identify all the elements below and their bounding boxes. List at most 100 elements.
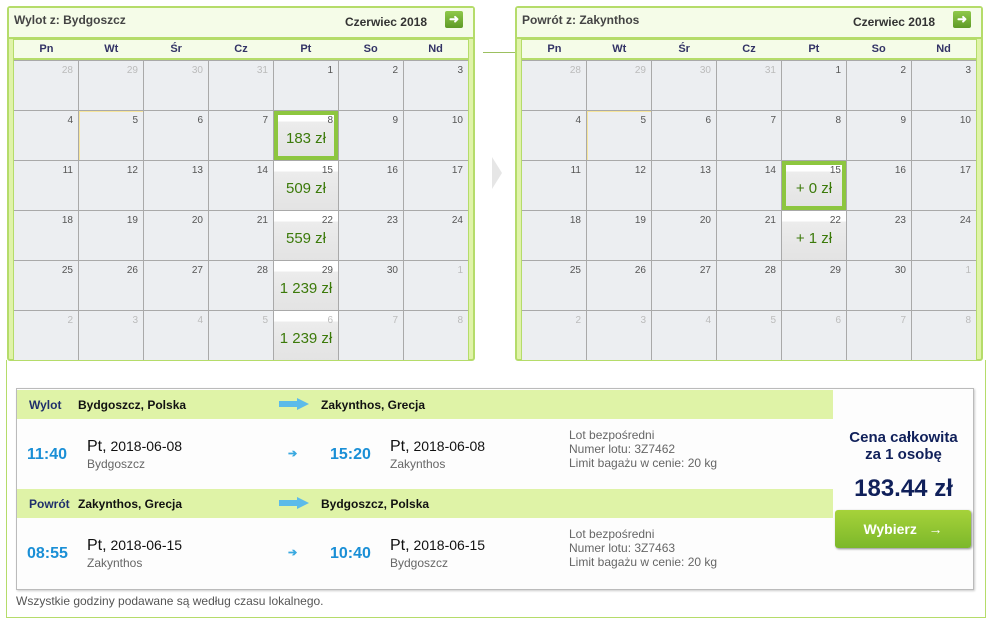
day-number: 5 [770,315,776,326]
day-number: 23 [894,215,906,226]
day-number: 24 [451,215,463,226]
calendar-day: 4 [652,311,716,360]
day-number: 1 [327,65,333,76]
next-month-arrow-icon[interactable]: ➜ [953,11,971,28]
day-number: 27 [699,265,711,276]
calendar-day: 18 [522,211,586,260]
day-price: 509 zł [285,180,327,197]
weekday-header: Pt [300,43,312,55]
weekday-header: Cz [742,43,756,55]
route-from: Zakynthos, Grecja [78,497,183,511]
route-arrow-icon [279,398,309,410]
day-price: 559 zł [285,230,327,247]
day-number: 1 [965,265,971,276]
calendar-day[interactable]: 8 183 zł [274,111,338,160]
day-number: 1 [457,265,463,276]
calendar-title: Powrót z: Zakynthos [522,13,640,27]
departure-time: 11:40 [27,446,68,463]
arrival-date: Pt, 2018-06-15 [390,537,486,554]
day-number: 6 [705,115,711,126]
day-number: 29 [126,65,138,76]
triangle-arrow-icon [492,157,502,189]
day-number: 6 [327,315,333,326]
weekday-header: Wt [104,43,119,55]
route-to: Zakynthos, Grecja [321,398,426,412]
flight-direction-label: Powrót [29,497,70,511]
calendar-day: 3 [912,61,976,110]
calendar-day: 7 [339,311,403,360]
results-frame [6,360,986,618]
arrival-date: Pt, 2018-06-08 [390,438,486,455]
day-number: 5 [640,115,646,126]
day-number: 30 [386,265,398,276]
flight-summary: Wylot Bydgoszcz, Polska Zakynthos, Grecj… [16,388,974,590]
calendar-day[interactable]: 22 + 1 zł [782,211,846,260]
calendar-day: 26 [587,261,651,310]
day-number: 30 [894,265,906,276]
calendar-day: 24 [912,211,976,260]
calendar-day[interactable]: 6 1 239 zł [274,311,338,360]
calendar-day[interactable]: 15 509 zł [274,161,338,210]
day-number: 14 [256,165,268,176]
route-from: Bydgoszcz, Polska [78,398,187,412]
calendar-day: 30 [847,261,911,310]
calendar-day: 14 [717,161,781,210]
day-number: 7 [900,315,906,326]
weekday-header: So [871,43,886,55]
day-number: 20 [699,215,711,226]
calendar-day[interactable]: 15 + 0 zł [782,161,846,210]
day-number: 15 [829,165,841,176]
calendar-day: 1 [782,61,846,110]
calendar-day: 6 [782,311,846,360]
day-number: 30 [191,65,203,76]
day-number: 2 [900,65,906,76]
day-number: 9 [392,115,398,126]
weekday-header: Śr [170,43,182,55]
flight-type: Lot bezpośredni [569,428,655,442]
calendar-day: 27 [652,261,716,310]
calendar-day: 29 [587,61,651,110]
day-number: 14 [764,165,776,176]
day-number: 31 [256,65,268,76]
day-number: 12 [126,165,138,176]
arrow-right-icon: ➔ [288,547,298,559]
flight-info: Lot bezpośredni Numer lotu: 3Z7463 Limit… [569,527,717,569]
departure-date: Pt, 2018-06-15 [87,537,183,554]
day-number: 6 [835,315,841,326]
arrival-time: 10:40 [330,545,371,562]
calendar-day: 28 [209,261,273,310]
select-button-label: Wybierz [863,521,917,537]
calendar-day: 28 [522,61,586,110]
day-number: 3 [965,65,971,76]
calendar-day: 19 [79,211,143,260]
day-number: 10 [451,115,463,126]
day-number: 21 [764,215,776,226]
day-number: 19 [634,215,646,226]
calendar-day: 5 [79,111,143,160]
calendar-day: 2 [14,311,78,360]
day-number: 13 [699,165,711,176]
day-number: 8 [457,315,463,326]
day-price: + 0 zł [795,180,833,197]
calendar-day: 1 [404,261,468,310]
calendar-day: 4 [14,111,78,160]
day-number: 28 [569,65,581,76]
calendar-day[interactable]: 29 1 239 zł [274,261,338,310]
calendar-day: 24 [404,211,468,260]
departure-city: Zakynthos [87,556,143,570]
arrival-city: Zakynthos [390,457,446,471]
next-month-arrow-icon[interactable]: ➜ [445,11,463,28]
day-number: 8 [965,315,971,326]
calendar-day: 31 [717,61,781,110]
calendar-day: 8 [404,311,468,360]
calendar-day: 8 [782,111,846,160]
day-number: 29 [829,265,841,276]
weekday-header: Nd [936,43,951,55]
day-number: 8 [327,115,333,126]
flight-direction-label: Wylot [29,398,62,412]
day-price: 183 zł [285,130,327,147]
price-title: Cena całkowita [849,429,958,446]
select-button[interactable]: Wybierz → [835,510,971,548]
calendar-day[interactable]: 22 559 zł [274,211,338,260]
calendar-day: 20 [652,211,716,260]
